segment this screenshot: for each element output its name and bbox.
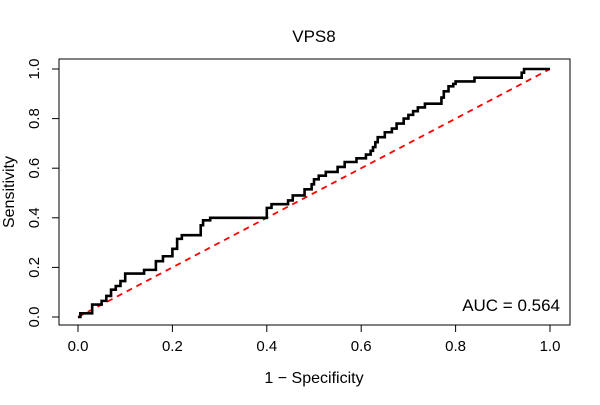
x-tick-label: 0.2 (162, 338, 183, 355)
y-tick-label: 0.4 (26, 207, 43, 228)
y-axis-title: Sensitivity (1, 156, 18, 228)
auc-annotation: AUC = 0.564 (462, 296, 560, 315)
x-axis: 0.0 0.2 0.4 0.6 0.8 1.0 (68, 324, 561, 355)
x-tick-label: 0.6 (351, 338, 372, 355)
y-tick-label: 1.0 (26, 59, 43, 80)
y-tick-label: 0.2 (26, 257, 43, 278)
y-axis: 0.0 0.2 0.4 0.6 0.8 1.0 (26, 59, 60, 328)
y-tick-label: 0.8 (26, 108, 43, 129)
x-tick-label: 0.0 (68, 338, 89, 355)
series-layer (77, 67, 551, 319)
reference-diagonal-line (77, 68, 551, 318)
x-axis-title: 1 − Specificity (264, 370, 363, 387)
x-tick-label: 1.0 (540, 338, 561, 355)
x-tick-label: 0.4 (256, 338, 277, 355)
x-tick-label: 0.8 (445, 338, 466, 355)
roc-curve-line (78, 67, 550, 319)
y-tick-label: 0.6 (26, 158, 43, 179)
chart-title: VPS8 (292, 27, 335, 46)
y-tick-label: 0.0 (26, 307, 43, 328)
